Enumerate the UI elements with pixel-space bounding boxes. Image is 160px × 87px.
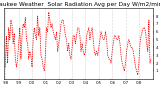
Title: Milwaukee Weather  Solar Radiation Avg per Day W/m2/minute: Milwaukee Weather Solar Radiation Avg pe… bbox=[0, 2, 160, 7]
